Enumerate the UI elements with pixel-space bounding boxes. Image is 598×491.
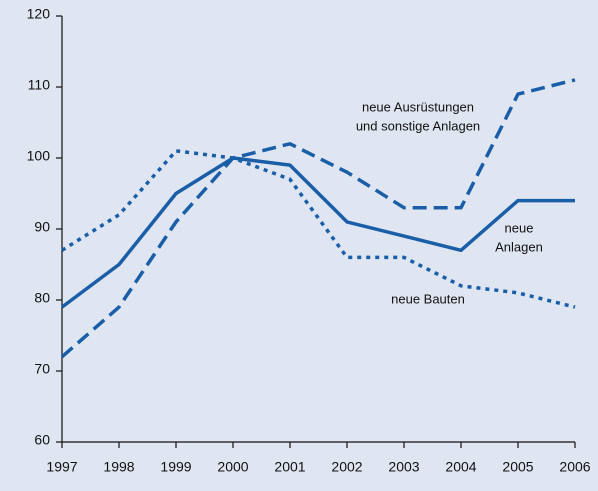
line-series	[60, 78, 576, 359]
y-tick-label: 60	[34, 432, 50, 448]
x-tick-label: 2000	[217, 459, 248, 475]
x-tick-label: 2001	[274, 459, 305, 475]
x-tick-label: 2002	[331, 459, 362, 475]
annotation: neue	[505, 220, 534, 235]
x-tick-label: 1998	[103, 459, 134, 475]
x-tick-label: 1997	[46, 459, 77, 475]
y-tick-label: 120	[27, 6, 51, 22]
y-tick-label: 70	[34, 361, 50, 377]
y-tick-label: 100	[27, 148, 51, 164]
annotation: und sonstige Anlagen	[356, 118, 480, 133]
annotation: Anlagen	[495, 239, 543, 254]
x-tick-label: 2006	[559, 459, 590, 475]
annotation: neue Ausrüstungen	[362, 99, 474, 114]
x-tick-label: 2004	[445, 459, 476, 475]
x-tick-label: 1999	[160, 459, 191, 475]
y-tick-label: 90	[34, 219, 50, 235]
line-series	[60, 156, 575, 309]
annotation: neue Bauten	[391, 291, 465, 306]
y-tick-label: 80	[34, 290, 50, 306]
x-tick-label: 2003	[388, 459, 419, 475]
x-tick-label: 2005	[502, 459, 533, 475]
line-series	[61, 149, 576, 309]
y-tick-label: 110	[28, 77, 51, 93]
